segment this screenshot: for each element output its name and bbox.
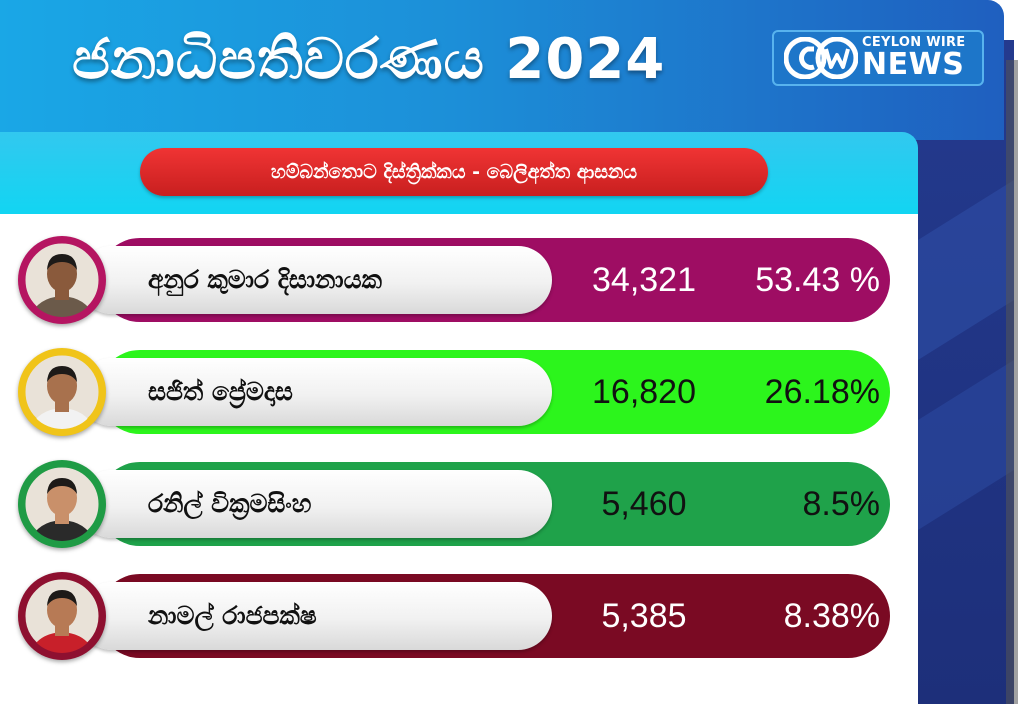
page-title: ජනාධිපතිවරණය 2024	[72, 27, 666, 92]
candidate-votes: 34,321	[592, 260, 696, 299]
candidate-row: අනුර කුමාර දිසානායක 34,321 53.43 %	[18, 236, 890, 324]
candidate-votes: 16,820	[592, 372, 696, 411]
candidate-portrait-icon	[18, 348, 106, 436]
candidate-portrait-icon	[18, 572, 106, 660]
candidate-percent: 8.5%	[802, 484, 881, 523]
candidate-votes: 5,385	[601, 596, 687, 635]
candidate-name-pill: නාමල් රාජපක්ෂ	[78, 582, 552, 650]
candidate-portrait-icon	[18, 460, 106, 548]
candidate-percent: 26.18%	[764, 372, 880, 411]
candidate-percent: 8.38%	[783, 596, 880, 635]
candidate-portrait-icon	[18, 236, 106, 324]
candidate-row: රනිල් වික්‍රමසිංහ 5,460 8.5%	[18, 460, 890, 548]
candidate-name: රනිල් වික්‍රමසිංහ	[148, 489, 312, 518]
candidate-name-pill: අනුර කුමාර දිසානායක	[78, 246, 552, 314]
candidate-name: සජිත් ප්‍රේමදාස	[148, 377, 293, 406]
candidate-name-pill: සජිත් ප්‍රේමදාස	[78, 358, 552, 426]
district-seat-label: හම්බන්තොට දිස්ත්‍රික්කය - බෙලිඅත්ත ආසනය	[140, 148, 768, 196]
candidate-row: සජිත් ප්‍රේමදාස 16,820 26.18%	[18, 348, 890, 436]
candidate-name: නාමල් රාජපක්ෂ	[148, 601, 317, 630]
cw-logo-mark-icon	[784, 37, 858, 79]
candidate-name: අනුර කුමාර දිසානායක	[148, 265, 382, 294]
logo-bottom-text: NEWS	[862, 47, 965, 82]
candidate-name-pill: රනිල් වික්‍රමසිංහ	[78, 470, 552, 538]
candidate-percent: 53.43 %	[755, 260, 880, 299]
logo-top-text: CEYLON WIRE	[862, 35, 966, 50]
candidate-row: නාමල් රාජපක්ෂ 5,385 8.38%	[18, 572, 890, 660]
candidate-votes: 5,460	[601, 484, 687, 523]
ceylon-wire-news-logo: CEYLON WIRE NEWS	[772, 30, 984, 86]
